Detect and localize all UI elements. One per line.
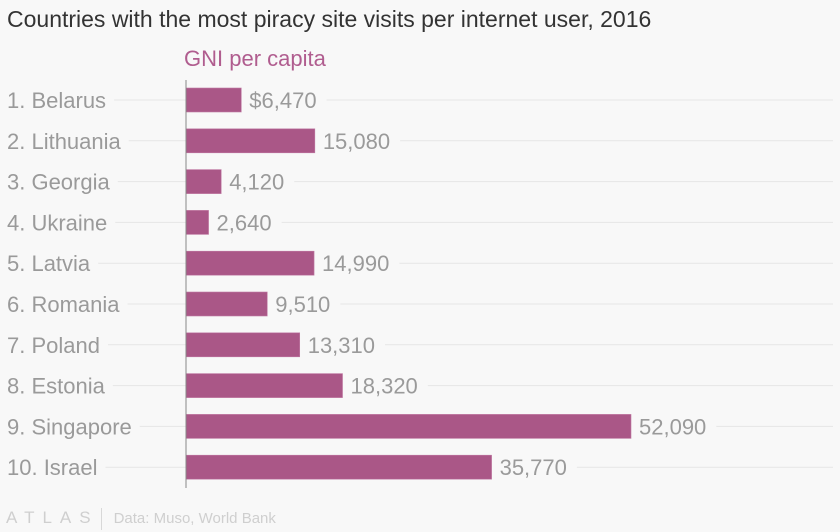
atlas-logo: ATLAS: [6, 508, 99, 527]
data-label: $6,470: [249, 88, 316, 113]
data-label: 9,510: [275, 292, 330, 317]
category-label: 10. Israel: [7, 455, 98, 480]
category-label: 4. Ukraine: [7, 210, 107, 235]
category-label: 9. Singapore: [7, 414, 132, 439]
chart-subtitle: GNI per capita: [184, 46, 326, 71]
footer-divider: [100, 508, 102, 531]
chart-footer: ATLAS Data: Muso, World Bank: [6, 508, 276, 531]
data-label: 52,090: [639, 414, 706, 439]
data-label: 4,120: [229, 170, 284, 195]
category-label: 7. Poland: [7, 333, 100, 358]
data-label: 13,310: [308, 333, 375, 358]
source-note: Data: Muso, World Bank: [113, 510, 276, 527]
bar: [185, 373, 343, 398]
bar: [185, 250, 315, 276]
category-label: 1. Belarus: [7, 88, 106, 113]
data-label: 35,770: [500, 455, 567, 480]
bar: [185, 454, 492, 480]
category-label: 3. Georgia: [7, 170, 110, 195]
bar: [185, 87, 242, 113]
bar: [185, 414, 632, 439]
category-label: 6. Romania: [7, 292, 120, 317]
bar: [185, 210, 209, 235]
data-label: 14,990: [322, 251, 389, 276]
data-label: 2,640: [217, 210, 272, 235]
data-label: 18,320: [351, 374, 418, 399]
data-label: 15,080: [323, 129, 390, 154]
category-label: 5. Latvia: [7, 251, 91, 276]
bar: [185, 128, 316, 154]
category-label: 2. Lithuania: [7, 129, 122, 154]
chart-title: Countries with the most piracy site visi…: [7, 6, 652, 32]
category-label: 8. Estonia: [7, 374, 106, 399]
bar: [185, 291, 268, 317]
bar: [185, 332, 301, 358]
bar: [185, 169, 222, 194]
